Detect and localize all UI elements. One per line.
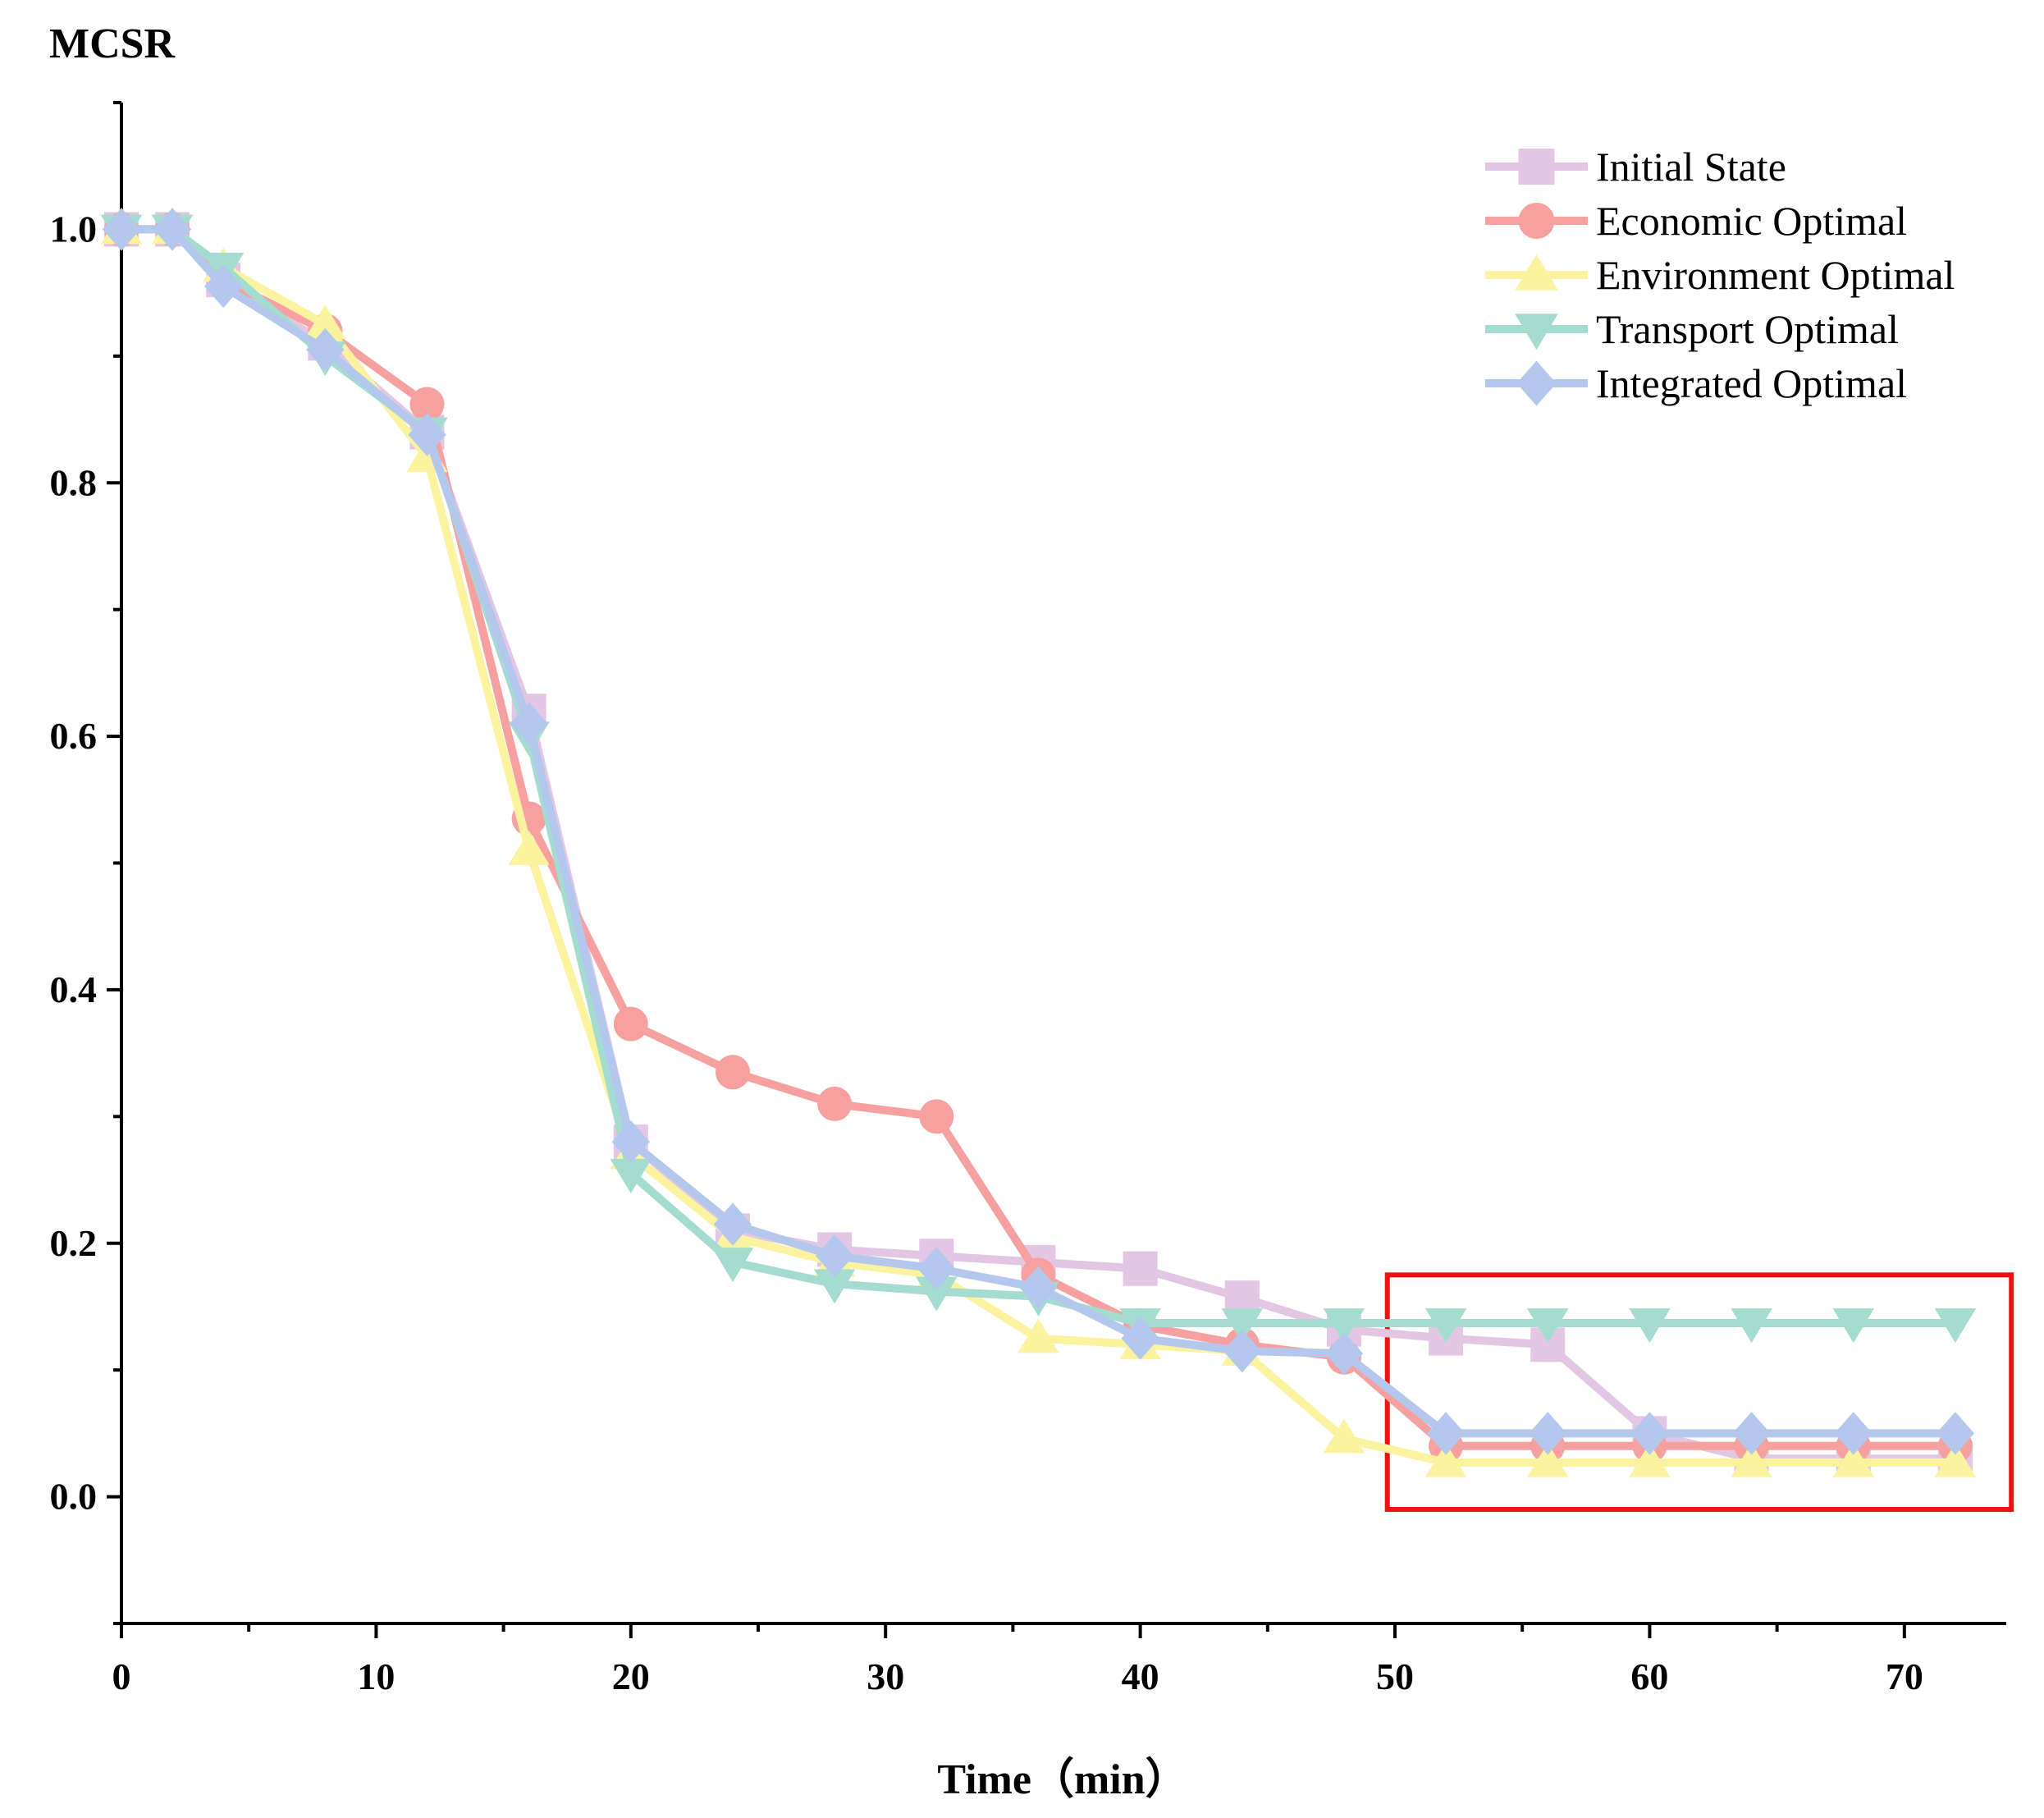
data-point [1017,1318,1059,1353]
data-point [1424,1308,1467,1344]
data-point [813,1269,856,1304]
x-tick-label: 10 [357,1655,395,1697]
data-point [1832,1308,1874,1344]
x-axis-title: Time（min） [937,1756,1187,1803]
legend: Initial State Economic Optimal Environment… [1485,144,1955,406]
x-tick-label: 50 [1376,1655,1414,1697]
data-point [610,1158,652,1193]
data-point [1629,1442,1671,1477]
x-tick-label: 30 [867,1655,904,1697]
legend-item: Economic Optimal [1485,198,1907,244]
data-point [304,305,346,340]
data-point [1427,1412,1466,1455]
data-point [1936,1412,1975,1455]
legend-item: Initial State [1485,144,1786,190]
data-point [1527,1442,1569,1477]
data-point [1424,1442,1467,1477]
data-point [204,264,243,309]
data-point [1527,1308,1569,1344]
x-tick-label: 60 [1630,1655,1668,1697]
data-point [611,1120,650,1164]
data-point [1731,1442,1772,1477]
data-point [916,1276,958,1312]
legend-item: Environment Optimal [1485,252,1955,298]
data-point [713,1202,752,1246]
y-axis-title: MCSR [49,21,176,67]
legend-marker [1515,254,1558,291]
data-point [1323,1418,1365,1454]
data-point [1123,1251,1158,1286]
data-point [816,1234,854,1278]
data-point [1731,1308,1772,1344]
data-point [613,1006,648,1042]
data-point [1121,1317,1159,1360]
plot-area [100,208,1977,1477]
data-point [508,830,550,865]
data-point [1019,1266,1058,1310]
data-point [1834,1412,1873,1455]
data-point [1934,1442,1977,1477]
x-tick-label: 70 [1886,1655,1923,1697]
data-point [1629,1308,1671,1344]
legend-item: Integrated Optimal [1485,360,1907,406]
data-point [1732,1412,1771,1455]
legend-marker [1516,360,1557,406]
highlight-box [1384,1272,2014,1513]
x-tick-label: 40 [1122,1655,1159,1697]
y-tick-label: 1.0 [50,208,98,250]
x-tick-label: 20 [612,1655,650,1697]
data-point [1221,1308,1263,1344]
data-point [1630,1412,1669,1455]
legend-label: Environment Optimal [1596,252,1955,298]
data-point [817,1086,853,1121]
legend-marker [1515,314,1558,350]
data-point [1323,1308,1365,1344]
y-tick-label: 0.2 [50,1222,98,1264]
data-point [1832,1442,1874,1477]
y-tick-label: 0.6 [50,715,98,757]
data-point [1223,1329,1261,1373]
data-point [306,327,345,372]
data-point [1934,1308,1977,1344]
data-point [711,1248,754,1283]
data-point [917,1247,956,1290]
data-point [102,208,141,251]
data-point [1529,1412,1567,1455]
data-point [510,702,548,745]
legend-label: Transport Optimal [1596,306,1899,352]
x-tick-label: 0 [112,1655,131,1697]
y-tick-label: 0.8 [50,461,98,503]
data-point [153,208,192,251]
data-point [919,1099,954,1134]
legend-label: Economic Optimal [1596,198,1907,244]
legend-label: Integrated Optimal [1596,360,1907,406]
data-point [408,413,446,456]
data-point [1324,1331,1364,1376]
legend-marker [1518,203,1555,239]
legend-item: Transport Optimal [1485,306,1899,352]
data-point [409,387,445,422]
data-point [715,1055,750,1090]
legend-label: Initial State [1596,144,1786,190]
y-tick-label: 0.0 [50,1476,98,1518]
legend-marker [1518,149,1555,185]
highlight-box-group [1384,1272,2014,1513]
axes: 0 10 20 30 40 50 60 70 0.0 0.2 0.4 0.6 0.8 1.0 [50,101,2006,1697]
series-integrated-optimal [102,208,1975,1455]
y-tick-label: 0.4 [50,969,98,1010]
